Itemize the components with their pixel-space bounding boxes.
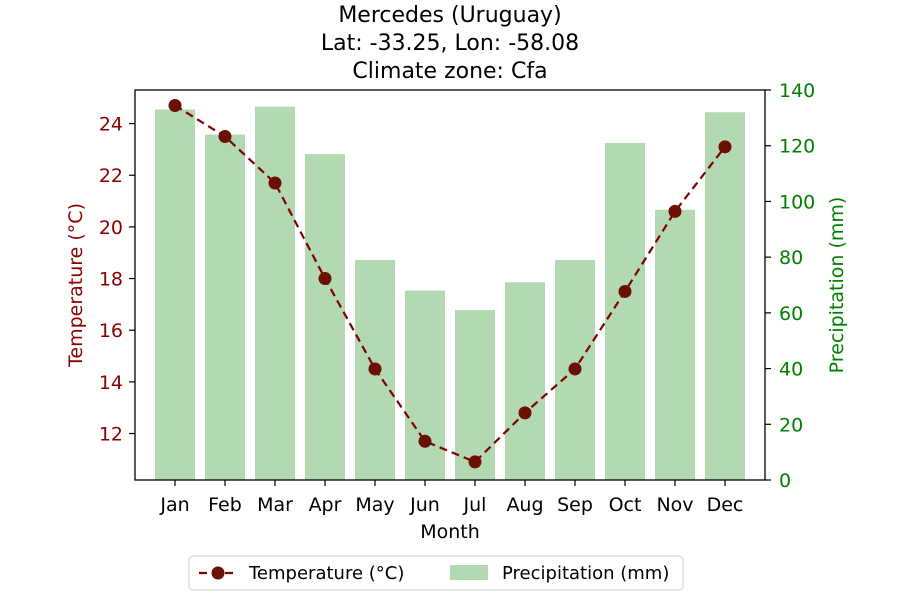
right-tick-label: 140 [779,80,815,102]
left-tick-label: 22 [99,165,123,187]
precipitation-bar [505,282,545,480]
x-tick-label: Dec [707,494,744,516]
precipitation-bar [655,209,695,481]
temperature-point [568,362,582,376]
precipitation-bar [205,134,245,481]
temperature-point [218,129,232,143]
legend-temperature-marker [211,566,225,580]
precipitation-bar [605,142,645,480]
x-tick-label: Jan [159,494,189,516]
x-tick-label: Sep [557,494,593,516]
precipitation-bar [305,154,345,481]
x-tick-label: Mar [257,494,293,516]
x-tick-label: Jul [463,494,487,516]
x-axis: Jan Feb Mar Apr May Jun Jul Aug Sep Oct Nov Dec Mont… [159,480,743,543]
x-tick-label: Aug [506,494,543,516]
right-y-axis: 0 20 40 60 80 100 120 140 Precipitation (mm) [765,80,848,492]
plot-frame [134,89,766,481]
precipitation-bar [155,109,195,480]
precipitation-bar [455,310,495,480]
left-tick-label: 20 [99,217,123,239]
precipitation-bars [155,106,745,481]
right-tick-label: 20 [779,414,803,436]
x-tick-label: Oct [609,494,642,516]
left-tick-label: 12 [99,424,123,446]
temperature-point [418,434,432,448]
left-tick-label: 24 [99,114,123,136]
left-axis-label: Temperature (°C) [65,203,87,368]
x-tick-label: Nov [656,494,693,516]
temperature-line [168,98,732,469]
left-y-axis: 12 14 16 18 20 22 24 Temperature (°C) [65,114,135,446]
temperature-point [618,284,632,298]
chart-title-line: Climate zone: Cfa [352,59,547,84]
temperature-point [518,406,532,420]
right-tick-label: 100 [779,191,815,213]
chart-title: Mercedes (Uruguay) Lat: -33.25, Lon: -58.… [321,3,579,84]
chart-title-line: Lat: -33.25, Lon: -58.08 [321,31,579,56]
precipitation-bar [705,112,745,481]
temperature-point [468,455,482,469]
temperature-point [318,272,332,286]
right-tick-label: 80 [779,247,803,269]
temperature-point [268,176,282,190]
temperature-point [168,98,182,112]
left-tick-label: 14 [99,372,123,394]
x-axis-label: Month [420,521,480,543]
legend-box [188,555,684,591]
x-tick-label: Feb [208,494,242,516]
right-tick-label: 40 [779,359,803,381]
plot-area-border [134,89,766,481]
precipitation-bar [255,106,295,480]
temperature-point [668,204,682,218]
x-tick-label: Jun [409,494,440,516]
legend-precipitation-label: Precipitation (mm) [502,563,669,584]
x-tick-label: May [355,494,394,516]
precipitation-bar [405,290,445,480]
x-tick-label: Apr [309,494,342,516]
right-tick-label: 60 [779,303,803,325]
temperature-point [368,362,382,376]
right-tick-label: 120 [779,136,815,158]
legend-precipitation-swatch [450,565,488,580]
chart-title-line: Mercedes (Uruguay) [338,3,561,28]
right-tick-label: 0 [779,470,791,492]
temperature-point [718,140,732,154]
left-tick-label: 18 [99,269,123,291]
left-tick-label: 16 [99,320,123,342]
right-axis-label: Precipitation (mm) [826,197,848,374]
legend-temperature-label: Temperature (°C) [248,563,404,584]
legend: Temperature (°C) Precipitation (mm) [188,555,684,591]
